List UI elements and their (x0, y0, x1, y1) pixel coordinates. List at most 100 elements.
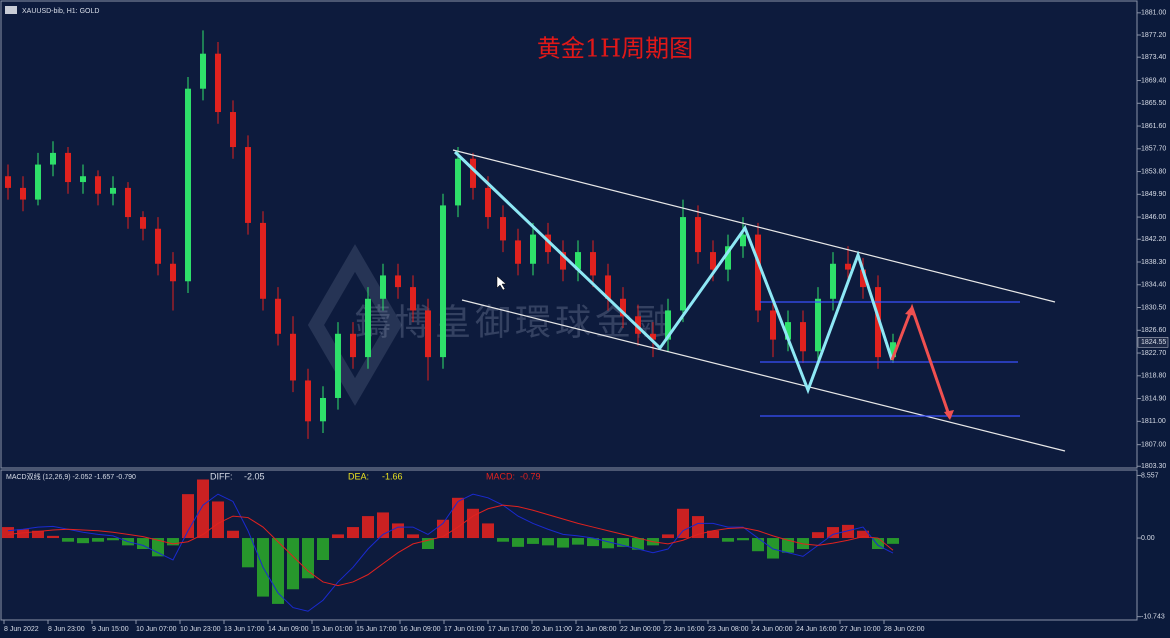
candle-body (350, 333, 356, 358)
macd-name: MACD: (486, 471, 515, 481)
macd-bar (557, 538, 569, 548)
x-tick-label: 10 Jun 07:00 (136, 626, 177, 633)
macd-bar (857, 530, 869, 539)
candle-body (5, 176, 11, 188)
candle-body (890, 342, 896, 358)
candle-body (290, 333, 296, 381)
channel-lower (461, 299, 1066, 452)
price-panel (0, 0, 1138, 469)
y-tick-label: 1861.60 (1141, 123, 1166, 130)
candle-body (470, 158, 476, 188)
candle-body (710, 252, 716, 270)
macd-bar (17, 529, 29, 539)
macd-bar (572, 538, 584, 545)
zigzag-wave (453, 150, 894, 395)
watermark-logo (307, 244, 403, 406)
candle-body (125, 187, 131, 218)
candle-body (665, 310, 671, 340)
macd-bar (2, 527, 14, 539)
macd-bar (437, 519, 449, 539)
candle-body (155, 228, 161, 264)
y-tick-label: 1865.50 (1141, 100, 1166, 107)
mouse-cursor (496, 275, 507, 291)
macd-bar (587, 538, 599, 547)
macd-bar (452, 497, 464, 539)
y-tick-label: 1881.00 (1141, 10, 1166, 17)
x-tick-label: 27 Jun 10:00 (840, 626, 881, 633)
y-tick-label: 1818.80 (1141, 373, 1166, 380)
macd-bar (542, 538, 554, 546)
diff-value: -2.05 (244, 471, 265, 481)
macd-bar (182, 494, 194, 539)
arrow-head (944, 410, 954, 420)
macd-bar (737, 538, 749, 541)
x-tick-label: 14 Jun 09:00 (268, 626, 309, 633)
candles (5, 30, 896, 439)
macd-bar (332, 534, 344, 539)
macd-bar (887, 538, 899, 544)
macd-bar (47, 535, 59, 539)
x-tick-label: 15 Jun 01:00 (312, 626, 353, 633)
candle-body (620, 298, 626, 317)
candle-body (830, 263, 836, 299)
macd-bar (422, 538, 434, 550)
y-tick-label: 1807.00 (1141, 442, 1166, 449)
candle-body (575, 252, 581, 270)
macd-bar (872, 538, 884, 550)
x-tick-label: 17 Jun 17:00 (488, 626, 529, 633)
macd-bar (242, 538, 254, 568)
candle-body (170, 263, 176, 282)
x-tick-label: 22 Jun 16:00 (664, 626, 705, 633)
macd-dea-line (7, 504, 894, 587)
macd-bar (527, 538, 539, 544)
x-tick-label: 9 Jun 15:00 (92, 626, 129, 633)
candle-body (380, 275, 386, 299)
candle-body (410, 287, 416, 311)
candle-body (455, 158, 461, 206)
x-tick-label: 28 Jun 02:00 (884, 626, 925, 633)
macd-bar (62, 538, 74, 542)
y-tick-label: 1853.80 (1141, 168, 1166, 175)
macd-bar (92, 538, 104, 542)
axes: 1881.00 1877.20 1873.40 1869.40 1865.50 1861.… (3, 10, 1169, 633)
candle-body (500, 217, 506, 241)
x-tick-label: 10 Jun 23:00 (180, 626, 221, 633)
candle-body (35, 164, 41, 200)
candle-body (740, 234, 746, 247)
macd-bar (362, 516, 374, 539)
y-tick-label: 1842.20 (1141, 236, 1166, 243)
candle-body (140, 217, 146, 229)
candle-body (275, 298, 281, 334)
x-tick-label: 13 Jun 17:00 (224, 626, 265, 633)
macd-bar (107, 538, 119, 541)
x-tick-label: 21 Jun 08:00 (576, 626, 617, 633)
macd-bar (512, 538, 524, 547)
macd-bar (812, 532, 824, 539)
x-tick-label: 24 Jun 16:00 (796, 626, 837, 633)
candle-body (590, 252, 596, 276)
candle-body (515, 240, 521, 264)
y-tick-label: 1869.40 (1141, 77, 1166, 84)
candle-body (800, 322, 806, 352)
candle-body (65, 152, 71, 183)
macd-bar (632, 538, 644, 550)
x-tick-label: 23 Jun 08:00 (708, 626, 749, 633)
candle-body (50, 152, 56, 165)
macd-bar (272, 538, 284, 604)
candle-body (860, 269, 866, 288)
candle-body (20, 187, 26, 200)
symbol-icon (5, 6, 17, 14)
y-tick-label: 1822.70 (1141, 350, 1166, 357)
macd-bar (287, 538, 299, 590)
y-tick-label: 1814.90 (1141, 395, 1166, 402)
candle-body (695, 217, 701, 253)
candle-body (440, 205, 446, 358)
diff-name: DIFF: (210, 471, 233, 481)
macd-bar (752, 538, 764, 552)
y-tick-label: 1834.40 (1141, 282, 1166, 289)
macd-bar (392, 523, 404, 539)
macd-bar (317, 538, 329, 560)
candle-body (320, 397, 326, 422)
y-tick-label: 1838.30 (1141, 259, 1166, 266)
